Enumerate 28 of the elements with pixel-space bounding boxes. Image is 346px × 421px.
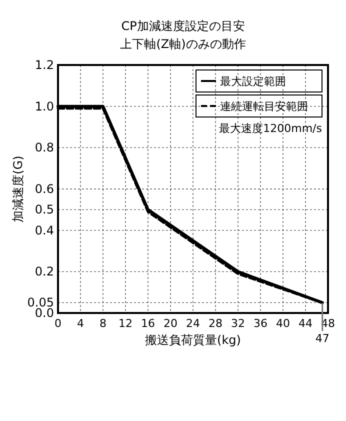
- y-tick-label: 0.0: [34, 306, 54, 320]
- legend-label: 連続運転目安範囲: [220, 100, 308, 113]
- y-tick-label: 0.2: [34, 264, 54, 279]
- ref-line-label: 47: [315, 332, 330, 345]
- chart-title: CP加減速度設定の目安: [121, 19, 245, 33]
- x-axis-title: 搬送負荷質量(kg): [145, 333, 241, 347]
- x-tick-label: 24: [186, 317, 200, 330]
- x-tick-label: 12: [118, 317, 132, 330]
- x-tick-label: 32: [231, 317, 245, 330]
- y-tick-label: 0.8: [34, 140, 54, 155]
- y-tick-label: 0.4: [34, 223, 54, 238]
- y-tick-label: 0.6: [34, 182, 54, 196]
- y-axis-title: 加減速度(G): [11, 156, 25, 222]
- y-tick-label: 1.0: [34, 99, 54, 114]
- legend-label: 最大設定範囲: [220, 75, 286, 88]
- x-tick-label: 8: [100, 317, 106, 330]
- x-tick-label: 28: [208, 317, 222, 330]
- chart-subtitle: 上下軸(Z軸)のみの動作: [120, 37, 246, 51]
- x-tick-label: 44: [298, 317, 312, 330]
- y-tick-label: 0.5: [34, 202, 54, 217]
- x-tick-label: 4: [77, 317, 84, 330]
- annotation: 最大速度1200mm/s: [219, 122, 322, 135]
- y-tick-label: 1.2: [34, 58, 54, 72]
- x-tick-label: 20: [164, 317, 178, 330]
- x-tick-label: 16: [141, 317, 155, 330]
- x-tick-label: 36: [254, 317, 268, 330]
- x-tick-label: 40: [276, 317, 290, 330]
- x-tick-label: 0: [54, 317, 62, 330]
